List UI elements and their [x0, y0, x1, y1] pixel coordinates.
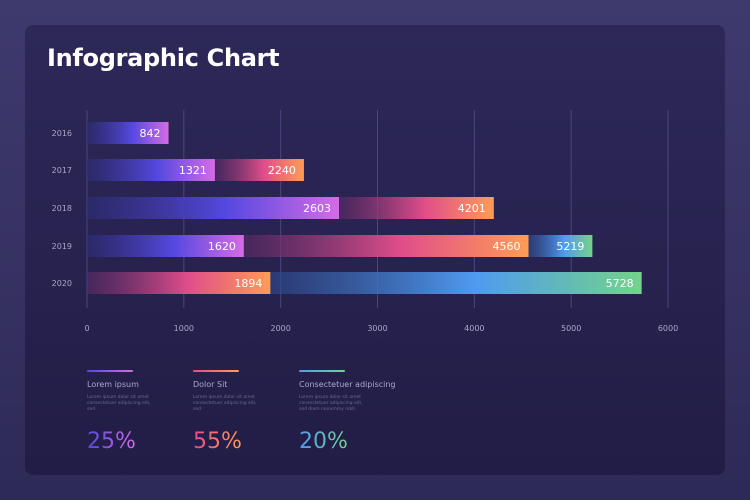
legend-item-dolor-sit: Dolor Sit Lorem ipsum dolor sit amet con…: [193, 370, 303, 454]
bar-segment: [528, 235, 593, 257]
x-tick-label: 1000: [174, 324, 194, 333]
x-tick-label: 6000: [658, 324, 678, 333]
bar-value-label: 842: [140, 127, 161, 140]
y-tick-label: 2016: [52, 129, 72, 138]
bar-segment: [87, 197, 340, 219]
x-tick-label: 3000: [367, 324, 387, 333]
bar-value-label: 1321: [179, 164, 207, 177]
legend-name: Lorem ipsum: [87, 380, 139, 389]
bar-value-label: 4560: [493, 240, 521, 253]
legend-desc: Lorem ipsum dolor sit amet consectetuer …: [299, 395, 363, 412]
bar-segment: [339, 197, 494, 219]
bar-segment: [87, 159, 215, 181]
x-tick-label: 2000: [270, 324, 290, 333]
legend-name: Dolor Sit: [193, 380, 228, 389]
legend-item-lorem-ipsum: Lorem ipsum Lorem ipsum dolor sit amet c…: [87, 370, 197, 454]
bar-segment: [243, 235, 529, 257]
x-tick-label: 4000: [464, 324, 484, 333]
y-tick-label: 2018: [52, 204, 72, 213]
y-tick-label: 2019: [52, 242, 72, 251]
bar-segment: [87, 235, 244, 257]
legend-desc: Lorem ipsum dolor sit amet consectetuer …: [87, 395, 151, 412]
bar-segment: [214, 159, 304, 181]
x-tick-label: 5000: [561, 324, 581, 333]
bar-value-label: 2603: [303, 202, 331, 215]
legend-line: [87, 370, 133, 372]
legend-desc: Lorem ipsum dolor sit amet consectetuer …: [193, 395, 257, 412]
page-title: Infographic Chart: [47, 44, 280, 72]
x-tick-label: 0: [84, 324, 89, 333]
bar-segment: [87, 122, 169, 144]
bar-value-label: 4201: [458, 202, 486, 215]
bar-segment: [87, 272, 271, 294]
bar-segment: [270, 272, 642, 294]
legend-percent: 20%: [299, 429, 348, 454]
legend-percent: 55%: [193, 429, 242, 454]
legend-name: Consectetuer adipiscing: [299, 380, 396, 389]
bar-value-label: 2240: [268, 164, 296, 177]
bar-value-label: 5219: [556, 240, 584, 253]
legend-line: [299, 370, 345, 372]
y-tick-label: 2017: [52, 166, 72, 175]
bar-value-label: 1894: [234, 277, 262, 290]
legend-line: [193, 370, 239, 372]
bar-value-label: 5728: [606, 277, 634, 290]
legend-item-consectetuer: Consectetuer adipiscing Lorem ipsum dolo…: [299, 370, 409, 454]
bar-value-label: 1620: [208, 240, 236, 253]
legend-percent: 25%: [87, 429, 136, 454]
y-tick-label: 2020: [52, 279, 72, 288]
